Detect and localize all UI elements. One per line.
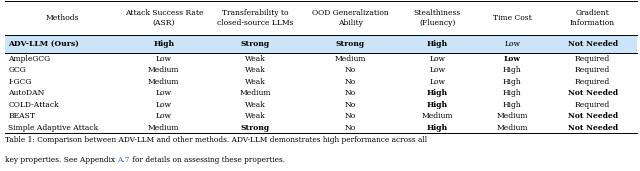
Text: I-GCG: I-GCG — [8, 78, 32, 86]
Text: key properties. See Appendix: key properties. See Appendix — [5, 156, 118, 164]
Text: No: No — [345, 112, 356, 120]
Text: Medium: Medium — [148, 124, 180, 132]
Text: High: High — [154, 40, 175, 48]
Text: Not Needed: Not Needed — [568, 112, 618, 120]
Text: Table 1: Comparison between ADV-LLM and other methods. ADV-LLM demonstrates high: Table 1: Comparison between ADV-LLM and … — [5, 136, 428, 144]
Text: No: No — [345, 89, 356, 97]
Text: Low: Low — [156, 101, 172, 109]
Text: Strong: Strong — [241, 124, 270, 132]
Text: Stealthiness
(Fluency): Stealthiness (Fluency) — [413, 9, 461, 27]
Text: High: High — [427, 101, 448, 109]
Text: Low: Low — [429, 78, 445, 86]
Text: Medium: Medium — [148, 78, 180, 86]
Text: ADV-LLM (Ours): ADV-LLM (Ours) — [8, 40, 79, 48]
Text: Weak: Weak — [245, 112, 266, 120]
Text: Not Needed: Not Needed — [568, 40, 618, 48]
Text: Medium: Medium — [335, 55, 366, 63]
Text: Transferability to
closed-source LLMs: Transferability to closed-source LLMs — [217, 9, 294, 27]
Text: Strong: Strong — [241, 40, 270, 48]
Text: Weak: Weak — [245, 101, 266, 109]
Text: Methods: Methods — [45, 14, 79, 22]
Bar — [5, 35, 637, 53]
Text: Medium: Medium — [497, 112, 528, 120]
Text: A.7: A.7 — [118, 156, 130, 164]
Text: COLD-Attack: COLD-Attack — [8, 101, 59, 109]
Text: Gradient
Information: Gradient Information — [570, 9, 615, 27]
Text: Medium: Medium — [240, 89, 271, 97]
Text: Time Cost: Time Cost — [493, 14, 532, 22]
Text: Attack Success Rate
(ASR): Attack Success Rate (ASR) — [125, 9, 203, 27]
Text: Required: Required — [575, 66, 611, 74]
Text: OOD Generalization
Ability: OOD Generalization Ability — [312, 9, 388, 27]
Text: Required: Required — [575, 101, 611, 109]
Text: Low: Low — [429, 55, 445, 63]
Text: Low: Low — [156, 112, 172, 120]
Text: Required: Required — [575, 55, 611, 63]
Text: High: High — [427, 89, 448, 97]
Text: No: No — [345, 101, 356, 109]
Text: Weak: Weak — [245, 55, 266, 63]
Text: Weak: Weak — [245, 78, 266, 86]
Text: Low: Low — [429, 66, 445, 74]
Text: No: No — [345, 66, 356, 74]
Text: No: No — [345, 124, 356, 132]
Text: for details on assessing these properties.: for details on assessing these propertie… — [130, 156, 285, 164]
Text: High: High — [503, 66, 522, 74]
Text: GCG: GCG — [8, 66, 26, 74]
Text: Required: Required — [575, 78, 611, 86]
Text: Low: Low — [504, 55, 521, 63]
Text: AutoDAN: AutoDAN — [8, 89, 45, 97]
Text: Low: Low — [504, 40, 520, 48]
Text: High: High — [427, 40, 448, 48]
Text: High: High — [503, 101, 522, 109]
Text: Simple Adaptive Attack: Simple Adaptive Attack — [8, 124, 99, 132]
Text: Medium: Medium — [148, 66, 180, 74]
Text: High: High — [503, 78, 522, 86]
Text: Not Needed: Not Needed — [568, 124, 618, 132]
Text: High: High — [503, 89, 522, 97]
Text: Low: Low — [156, 55, 172, 63]
Text: No: No — [345, 78, 356, 86]
Text: Low: Low — [156, 89, 172, 97]
Text: AmpleGCG: AmpleGCG — [8, 55, 51, 63]
Text: High: High — [427, 124, 448, 132]
Text: Strong: Strong — [336, 40, 365, 48]
Text: Medium: Medium — [421, 112, 453, 120]
Text: BEAST: BEAST — [8, 112, 35, 120]
Text: Weak: Weak — [245, 66, 266, 74]
Text: Medium: Medium — [497, 124, 528, 132]
Text: Not Needed: Not Needed — [568, 89, 618, 97]
